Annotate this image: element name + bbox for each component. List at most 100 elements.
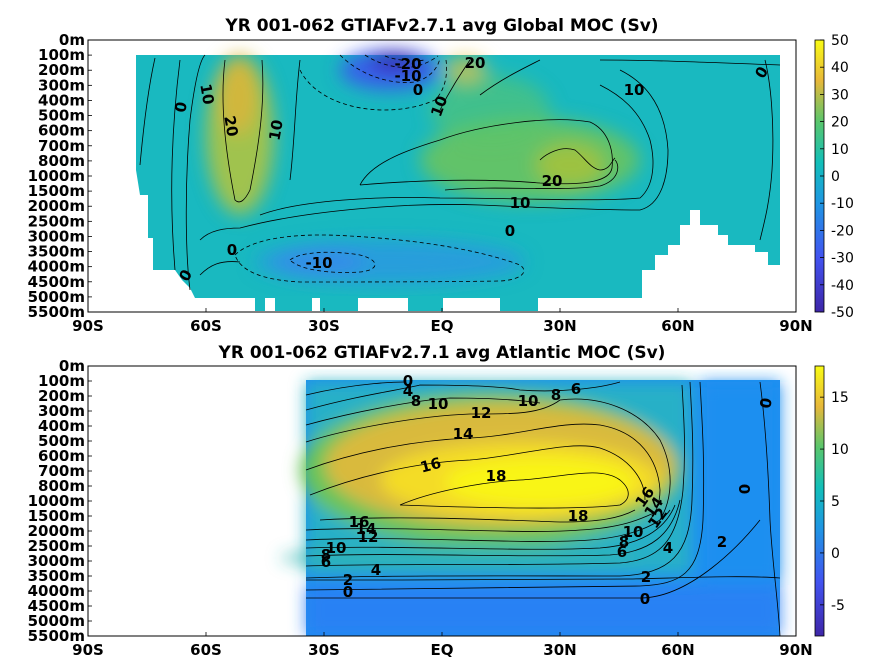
y-tick-label: 5000m — [28, 288, 85, 306]
atlantic-moc-contour-label: 6 — [571, 380, 581, 398]
colorbar-tick-label: 0 — [831, 169, 840, 185]
global-moc-contour-label: 0 — [171, 100, 191, 113]
y-tick-label: 600m — [38, 447, 85, 465]
global-moc-contour-label: -10 — [394, 67, 421, 85]
atlantic-moc-contour-label: 0 — [736, 484, 754, 494]
colorbar-tick-label: -50 — [831, 305, 854, 321]
atlantic-moc-field: 0 4 8 10 12 10 8 6 14 16 18 16 14 12 10 … — [280, 372, 781, 636]
y-tick-label: 200m — [38, 387, 85, 405]
atlantic-moc-contour-label: 10 — [623, 523, 644, 541]
y-tick-label: 800m — [38, 152, 85, 170]
y-tick-label: 4000m — [28, 258, 85, 276]
y-tick-label: 2500m — [28, 212, 85, 230]
x-tick-label: 60S — [190, 641, 222, 659]
global-moc-contour-label: 20 — [542, 172, 563, 190]
y-tick-label: 300m — [38, 76, 85, 94]
global-moc-colorbar-ticks: 50 40 30 20 10 0 -10 -20 -30 -40 -50 — [820, 33, 854, 321]
colorbar-tick-label: -40 — [831, 278, 854, 294]
atlantic-moc-contour-label: 2 — [717, 533, 727, 551]
y-tick-label: 5500m — [28, 303, 85, 321]
x-tick-label: 90S — [72, 317, 104, 335]
colorbar-tick-label: 30 — [831, 87, 849, 103]
atlantic-moc-contour-label: 6 — [321, 553, 331, 571]
y-tick-label: 100m — [38, 372, 85, 390]
x-tick-label: 60N — [661, 641, 694, 659]
x-tick-label: 30S — [308, 317, 340, 335]
colorbar-tick-label: 0 — [831, 546, 840, 562]
global-moc-contour-label: 10 — [624, 81, 645, 99]
atlantic-moc-contour-label: 4 — [371, 561, 381, 579]
y-tick-label: 2500m — [28, 537, 85, 555]
y-tick-label: 1000m — [28, 492, 85, 510]
atlantic-moc-contour-label: 4 — [403, 382, 413, 400]
y-tick-label: 500m — [38, 107, 85, 125]
x-tick-label: 90N — [779, 317, 812, 335]
global-moc-contours — [139, 54, 781, 291]
global-moc-negative-contours — [234, 54, 525, 283]
y-tick-label: 3000m — [28, 552, 85, 570]
colorbar-tick-label: 50 — [831, 33, 849, 49]
x-tick-label: 60N — [661, 317, 694, 335]
y-tick-label: 300m — [38, 402, 85, 420]
atlantic-moc-contours — [305, 381, 781, 636]
atlantic-moc-y-ticks: 0m100m200m300m400m500m600m700m800m1000m1… — [28, 357, 92, 645]
y-tick-label: 100m — [38, 46, 85, 64]
y-tick-label: 2000m — [28, 522, 85, 540]
y-tick-label: 4000m — [28, 582, 85, 600]
global-moc-nh-core — [535, 143, 605, 187]
y-tick-label: 5500m — [28, 627, 85, 645]
x-tick-label: 30N — [543, 317, 576, 335]
y-tick-label: 2000m — [28, 197, 85, 215]
x-tick-label: 30S — [308, 641, 340, 659]
atlantic-moc-contour-label: 10 — [428, 395, 449, 413]
y-tick-label: 1500m — [28, 182, 85, 200]
colorbar-tick-label: 40 — [831, 60, 849, 76]
global-moc-abyssal-core — [275, 248, 365, 276]
colorbar-tick-label: 10 — [831, 442, 849, 458]
atlantic-moc-contour-label: 12 — [471, 404, 492, 422]
colorbar-tick-label: 20 — [831, 115, 849, 131]
atlantic-moc-contour-label: 10 — [326, 539, 347, 557]
x-tick-label: EQ — [431, 317, 454, 335]
y-tick-label: 5000m — [28, 612, 85, 630]
colorbar-tick-label: -30 — [831, 251, 854, 267]
atlantic-moc-contour-label: 8 — [411, 392, 421, 410]
atlantic-moc-panel: YR 001-062 GTIAFv2.7.1 avg Atlantic MOC … — [28, 343, 849, 659]
global-moc-contour-label: -20 — [394, 55, 421, 73]
colorbar-tick-label: -5 — [831, 598, 845, 614]
atlantic-moc-contour-label: 2 — [343, 571, 353, 589]
atlantic-moc-cell-max — [445, 458, 635, 506]
atlantic-moc-abyssal-water — [306, 585, 780, 636]
global-moc-contour-label: -10 — [305, 254, 332, 272]
y-tick-label: 3000m — [28, 227, 85, 245]
y-tick-label: 500m — [38, 432, 85, 450]
y-tick-label: 600m — [38, 122, 85, 140]
y-tick-label: 0m — [59, 31, 85, 49]
atlantic-moc-contour-label: 8 — [619, 533, 629, 551]
atlantic-moc-contour-label: 0 — [343, 583, 353, 601]
x-tick-label: EQ — [431, 641, 454, 659]
global-moc-x-ticks: 90S 60S 30S EQ 30N 60N 90N — [72, 308, 813, 335]
atlantic-moc-contour-label: 6 — [617, 543, 627, 561]
atlantic-moc-contour-label: 10 — [518, 392, 539, 410]
atlantic-moc-arctic-water — [700, 382, 780, 582]
y-tick-label: 3500m — [28, 567, 85, 585]
global-moc-contour-label: 0 — [505, 222, 515, 240]
global-moc-colorbar: 50 40 30 20 10 0 -10 -20 -30 -40 -50 — [814, 33, 854, 321]
global-moc-contour-label: 0 — [413, 81, 423, 99]
global-moc-contour-label: 10 — [265, 118, 286, 142]
global-moc-contour-label: 20 — [220, 114, 241, 138]
y-tick-label: 700m — [38, 462, 85, 480]
atlantic-moc-contour-label: 16 — [349, 513, 370, 531]
x-tick-label: 60S — [190, 317, 222, 335]
y-tick-label: 3500m — [28, 243, 85, 261]
y-tick-label: 4500m — [28, 273, 85, 291]
atlantic-moc-contour-label: 8 — [551, 386, 561, 404]
atlantic-moc-contour-label: 0 — [403, 372, 413, 390]
y-tick-label: 800m — [38, 477, 85, 495]
atlantic-moc-x-ticks: 90S 60S 30S EQ 30N 60N 90N — [72, 632, 813, 659]
global-moc-deacon-core — [370, 53, 420, 71]
atlantic-moc-contour-label: 16 — [418, 454, 443, 477]
colorbar-tick-label: -20 — [831, 223, 854, 239]
global-moc-field: -20 -10 0 20 10 10 0 20 10 10 20 10 0 0 … — [136, 50, 781, 311]
